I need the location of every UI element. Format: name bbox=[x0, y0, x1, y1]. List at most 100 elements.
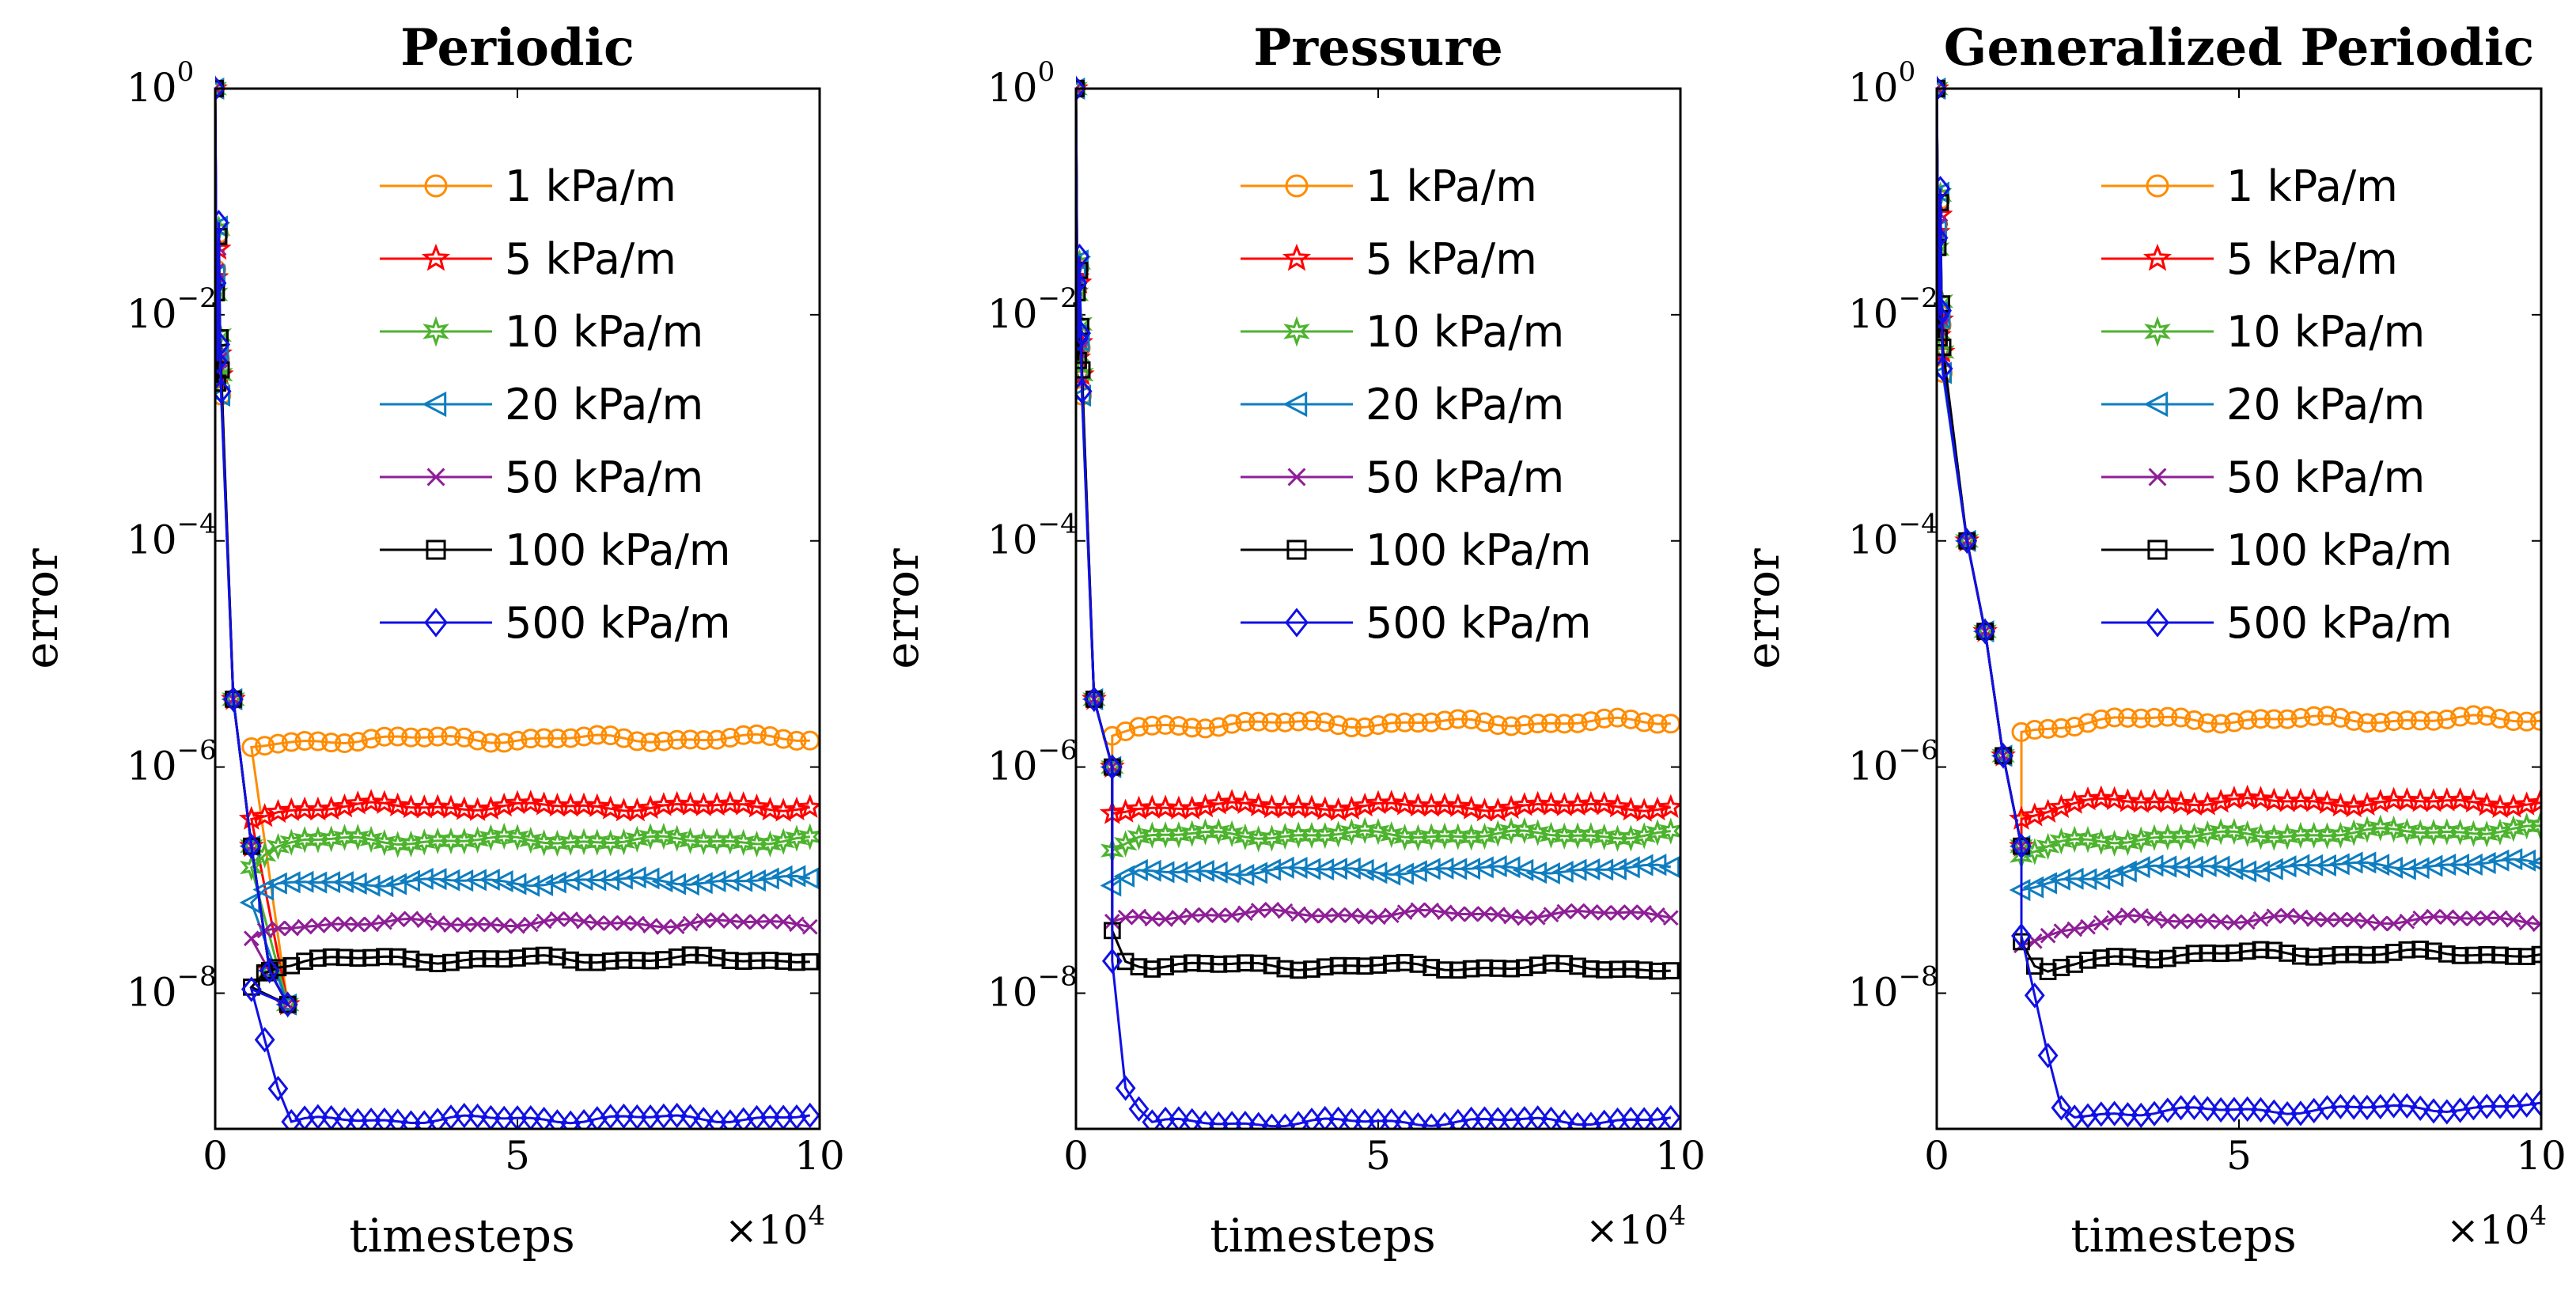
data-point-marker bbox=[1937, 75, 1947, 102]
data-point-marker bbox=[678, 827, 703, 854]
data-point-marker bbox=[2448, 818, 2472, 846]
data-point-marker bbox=[2105, 948, 2123, 965]
data-point-marker bbox=[2319, 912, 2335, 928]
y-tick-label: 10−2 bbox=[127, 282, 217, 337]
legend-label: 500 kPa/m bbox=[1366, 598, 1592, 648]
data-point-marker bbox=[2039, 963, 2057, 980]
data-point-marker bbox=[1341, 718, 1362, 738]
data-point-marker bbox=[2491, 946, 2509, 964]
data-point-marker bbox=[665, 873, 687, 896]
data-point-marker bbox=[349, 949, 367, 967]
data-point-marker bbox=[215, 348, 228, 374]
data-point-marker bbox=[799, 1102, 820, 1129]
data-point-marker bbox=[1657, 793, 1680, 819]
data-point-marker bbox=[1421, 712, 1441, 733]
data-point-marker bbox=[1316, 907, 1333, 924]
data-point-marker bbox=[363, 916, 379, 933]
data-point-marker bbox=[2385, 944, 2403, 961]
data-point-marker bbox=[1474, 712, 1494, 733]
data-point-marker bbox=[1262, 712, 1282, 733]
data-point-marker bbox=[1157, 911, 1173, 927]
data-point-marker bbox=[482, 950, 500, 967]
data-point-marker bbox=[464, 797, 491, 821]
data-point-marker bbox=[1101, 754, 1123, 780]
data-point-marker bbox=[1283, 316, 1310, 347]
chart-title: Periodic bbox=[400, 18, 635, 78]
data-point-marker bbox=[651, 792, 676, 816]
data-point-marker bbox=[2035, 798, 2061, 824]
data-point-marker bbox=[2279, 907, 2295, 924]
legend-item: 20 kPa/m bbox=[2101, 380, 2425, 430]
chart-title: Generalized Periodic bbox=[1944, 18, 2534, 78]
data-point-marker bbox=[1378, 789, 1404, 814]
data-point-marker bbox=[656, 919, 672, 935]
legend-item: 500 kPa/m bbox=[1241, 598, 1592, 648]
y-axis-label: error bbox=[1736, 548, 1790, 669]
data-point-marker bbox=[297, 918, 313, 935]
data-point-marker bbox=[600, 725, 621, 746]
data-point-marker bbox=[362, 949, 380, 967]
data-point-marker bbox=[1233, 823, 1257, 851]
series-line bbox=[1937, 88, 2540, 1119]
data-point-marker bbox=[1472, 822, 1497, 850]
x-axis-label: timesteps bbox=[2070, 1209, 2296, 1263]
data-point-marker bbox=[296, 952, 313, 970]
data-point-marker bbox=[1432, 857, 1454, 880]
data-point-marker bbox=[1649, 962, 1666, 980]
data-point-marker bbox=[2425, 942, 2442, 960]
data-point-marker bbox=[1304, 907, 1320, 924]
data-point-marker bbox=[1486, 820, 1510, 847]
data-point-marker bbox=[422, 316, 449, 347]
data-point-marker bbox=[572, 827, 597, 856]
data-point-marker bbox=[305, 871, 328, 894]
data-point-marker bbox=[308, 731, 328, 752]
data-point-marker bbox=[321, 733, 342, 753]
data-point-marker bbox=[2370, 712, 2391, 733]
data-point-marker bbox=[576, 913, 592, 930]
legend-item: 50 kPa/m bbox=[1241, 452, 1564, 502]
data-point-marker bbox=[1658, 855, 1680, 879]
legend-item: 20 kPa/m bbox=[380, 380, 703, 430]
legend-item: 10 kPa/m bbox=[380, 307, 703, 357]
data-point-marker bbox=[1249, 954, 1267, 972]
data-point-marker bbox=[1407, 1111, 1429, 1129]
data-point-marker bbox=[2529, 710, 2541, 731]
data-point-marker bbox=[424, 174, 448, 198]
data-point-marker bbox=[1379, 820, 1404, 849]
legend-item: 100 kPa/m bbox=[380, 525, 731, 575]
data-point-marker bbox=[2505, 911, 2521, 928]
data-point-marker bbox=[1423, 902, 1440, 918]
data-point-marker bbox=[2345, 945, 2363, 964]
y-axis-label: error bbox=[875, 548, 929, 669]
data-point-marker bbox=[1592, 823, 1616, 851]
data-point-marker bbox=[2266, 908, 2282, 925]
data-point-marker bbox=[292, 870, 314, 893]
data-point-marker bbox=[430, 914, 446, 931]
data-point-marker bbox=[282, 956, 301, 975]
data-point-marker bbox=[2146, 951, 2163, 969]
data-point-marker bbox=[771, 797, 797, 822]
data-point-marker bbox=[1183, 954, 1201, 972]
data-point-marker bbox=[2040, 927, 2056, 944]
data-point-marker bbox=[1565, 858, 1587, 881]
data-point-marker bbox=[2423, 710, 2444, 731]
data-point-marker bbox=[269, 959, 287, 977]
data-point-marker bbox=[252, 878, 275, 901]
data-point-marker bbox=[2426, 908, 2442, 925]
data-point-marker bbox=[789, 916, 805, 933]
data-point-marker bbox=[1487, 715, 1508, 736]
data-point-marker bbox=[1076, 75, 1086, 102]
data-point-marker bbox=[1503, 908, 1519, 925]
data-point-marker bbox=[2305, 911, 2322, 927]
legend-label: 5 kPa/m bbox=[505, 234, 676, 284]
data-point-marker bbox=[2155, 855, 2177, 878]
data-point-marker bbox=[1463, 906, 1479, 922]
data-point-marker bbox=[401, 727, 422, 748]
data-point-marker bbox=[1155, 714, 1176, 735]
data-point-marker bbox=[2330, 1093, 2351, 1119]
data-point-marker bbox=[681, 946, 699, 964]
data-point-marker bbox=[2518, 914, 2535, 931]
data-point-marker bbox=[2146, 911, 2162, 927]
data-point-marker bbox=[2381, 815, 2406, 843]
data-point-marker bbox=[2173, 914, 2189, 930]
